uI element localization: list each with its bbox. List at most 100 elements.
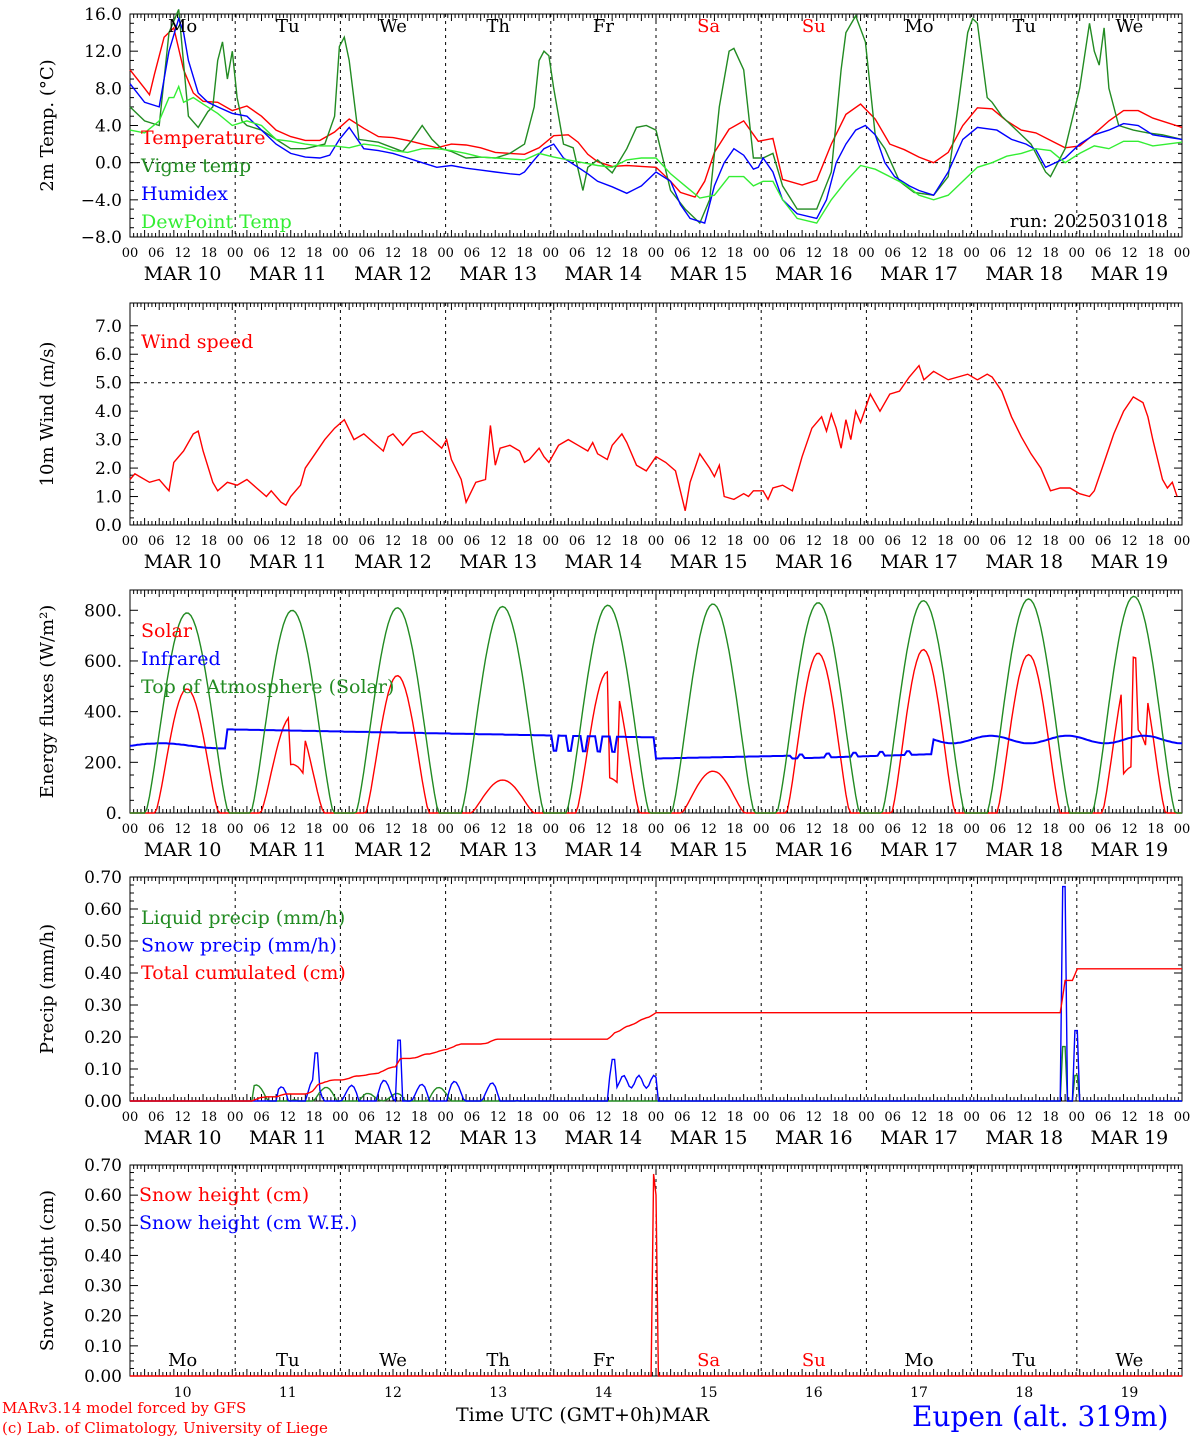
hour-tick-label: 18	[621, 822, 638, 837]
date-label: MAR 15	[670, 551, 748, 573]
hour-tick-label: 06	[358, 534, 375, 549]
hour-tick-label: 12	[911, 822, 928, 837]
hour-tick-label: 18	[621, 534, 638, 549]
hour-tick-label: 18	[832, 246, 849, 261]
hour-tick-label: 12	[1016, 822, 1033, 837]
date-label: MAR 12	[354, 1127, 432, 1149]
y-tick-label: 0.30	[84, 1277, 122, 1297]
hour-tick-label: 18	[201, 534, 218, 549]
hour-tick-label: 00	[1174, 822, 1191, 837]
y-tick-label: 0.50	[84, 1216, 122, 1236]
y-tick-label: 8.0	[95, 79, 122, 99]
legend-entry: Wind speed	[141, 331, 253, 353]
legend-entry: Temperature	[141, 127, 265, 149]
hour-tick-label: 00	[963, 1110, 980, 1125]
date-label: MAR 18	[985, 1127, 1063, 1149]
station-name: Eupen (alt. 319m)	[912, 1400, 1169, 1433]
hour-tick-label: 12	[174, 1110, 191, 1125]
date-label: MAR 17	[880, 839, 958, 861]
y-tick-label: 4.0	[95, 117, 122, 137]
hour-tick-label: 00	[1174, 534, 1191, 549]
hour-tick-label: 12	[700, 822, 717, 837]
y-tick-label: −8.0	[81, 228, 122, 248]
model-credit: MARv3.14 model forced by GFS (c) Lab. of…	[2, 1398, 328, 1438]
hour-tick-label: 06	[990, 534, 1007, 549]
hour-tick-label: 12	[806, 822, 823, 837]
hour-tick-label: 00	[648, 822, 665, 837]
day-name-label: We	[1116, 1350, 1144, 1371]
hour-tick-label: 06	[990, 1110, 1007, 1125]
y-tick-label: 4.0	[95, 402, 122, 422]
hour-tick-label: 06	[464, 1110, 481, 1125]
hour-tick-label: 06	[674, 246, 691, 261]
hour-tick-label: 18	[516, 1110, 533, 1125]
hour-tick-label: 18	[306, 1110, 323, 1125]
hour-tick-label: 18	[306, 534, 323, 549]
hour-tick-label: 00	[437, 246, 454, 261]
y-tick-label: 3.0	[95, 431, 122, 451]
date-label: MAR 10	[144, 1127, 222, 1149]
hour-tick-label: 18	[832, 534, 849, 549]
hour-tick-label: 12	[280, 534, 297, 549]
legend-entry: DewPoint Temp	[141, 211, 292, 233]
day-name-label: Fr	[593, 16, 614, 37]
hour-tick-label: 06	[358, 246, 375, 261]
hour-tick-label: 18	[937, 822, 954, 837]
panel-frame	[129, 302, 1183, 526]
hour-tick-label: 06	[569, 534, 586, 549]
hour-tick-label: 06	[148, 822, 165, 837]
series-line-humidex	[129, 16, 1183, 224]
hour-tick-label: 18	[832, 822, 849, 837]
hour-tick-label: 00	[227, 1110, 244, 1125]
hour-tick-label: 00	[122, 822, 139, 837]
y-tick-label: 0.60	[84, 900, 122, 920]
series-line-snow-height-cm-	[130, 1173, 1182, 1377]
date-label: MAR 16	[775, 1127, 853, 1149]
hour-tick-label: 06	[990, 246, 1007, 261]
hour-tick-label: 18	[201, 246, 218, 261]
hour-tick-label: 00	[332, 534, 349, 549]
hour-tick-label: 18	[1042, 246, 1059, 261]
series-line-infrared	[129, 728, 1182, 760]
hour-tick-label: 12	[595, 534, 612, 549]
hour-tick-label: 12	[174, 822, 191, 837]
hour-tick-label: 06	[569, 822, 586, 837]
date-label: MAR 15	[670, 263, 748, 285]
day-name-label: We	[1116, 16, 1144, 37]
day-name-label: Sa	[697, 1350, 720, 1371]
day-number-label: 18	[1015, 1385, 1033, 1401]
date-label: MAR 13	[459, 551, 537, 573]
hour-tick-label: 00	[753, 822, 770, 837]
y-tick-label: 1.0	[95, 488, 122, 508]
hour-tick-label: 00	[227, 822, 244, 837]
day-name-label: We	[379, 16, 407, 37]
hour-tick-label: 18	[411, 534, 428, 549]
day-number-label: 13	[489, 1385, 507, 1401]
y-tick-label: 0.60	[84, 1186, 122, 1206]
hour-tick-label: 06	[464, 246, 481, 261]
hour-tick-label: 18	[937, 246, 954, 261]
hour-tick-label: 12	[911, 534, 928, 549]
hour-tick-label: 06	[253, 246, 270, 261]
hour-tick-label: 12	[700, 534, 717, 549]
hour-tick-label: 06	[253, 1110, 270, 1125]
series-line-dewpoint-temp	[129, 84, 1183, 224]
hour-tick-label: 06	[1095, 822, 1112, 837]
hour-tick-label: 00	[332, 822, 349, 837]
y-tick-label: 0.40	[84, 964, 122, 984]
hour-tick-label: 06	[1095, 1110, 1112, 1125]
y-tick-label: 12.0	[84, 42, 122, 62]
date-label: MAR 17	[880, 1127, 958, 1149]
hour-tick-label: 00	[1069, 246, 1086, 261]
date-label: MAR 14	[565, 263, 643, 285]
date-label: MAR 14	[565, 1127, 643, 1149]
y-tick-label: 400.	[84, 703, 122, 723]
y-tick-label: 600.	[84, 652, 122, 672]
y-tick-label: 0.20	[84, 1028, 122, 1048]
date-label: MAR 19	[1091, 263, 1169, 285]
day-number-label: 19	[1120, 1385, 1138, 1401]
hour-tick-label: 12	[174, 534, 191, 549]
hour-tick-label: 12	[280, 822, 297, 837]
hour-tick-label: 06	[674, 534, 691, 549]
